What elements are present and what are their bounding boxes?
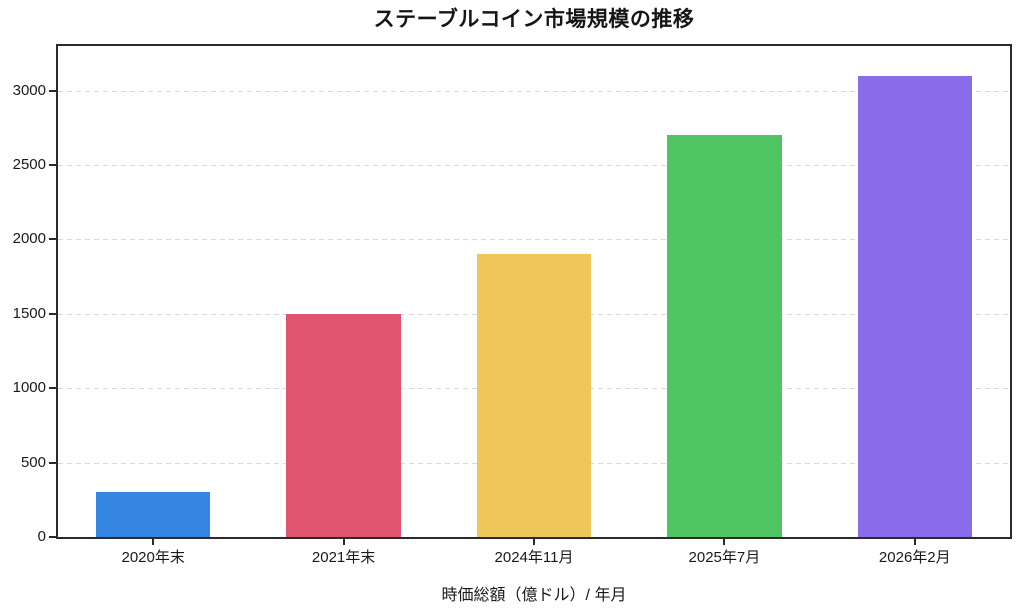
x-tick-mark [723,539,726,545]
x-tick-mark [533,539,535,545]
y-tick-mark [49,387,56,390]
y-tick-label: 3000 [12,81,46,99]
y-tick-label: 500 [20,453,46,471]
y-tick-mark [49,312,56,315]
gridline [58,165,1010,167]
bar-2020年末 [96,492,211,537]
y-tick-mark [49,461,56,464]
y-tick-label: 2500 [12,156,46,174]
x-tick-mark [913,539,916,545]
chart-title: ステーブルコイン市場規模の推移 [373,8,695,31]
gridline [58,239,1010,241]
x-tick-label: 2026年2月 [878,549,951,566]
bar-2025年7月 [667,135,782,537]
x-tick-mark [342,539,345,545]
plot-area [56,44,1012,539]
bar-2024年11月 [476,254,592,537]
x-tick-label: 2020年末 [121,549,185,566]
gridline [58,90,1010,92]
bar-2026年2月 [857,75,972,537]
y-tick-mark [49,164,56,167]
x-tick-label: 2025年7月 [688,549,761,566]
x-axis-label: 時価総額（億ドル）/ 年月 [441,587,627,604]
y-tick-label: 1000 [12,379,46,397]
y-tick-label: 1500 [12,304,46,322]
x-tick-label: 2024年11月 [494,549,574,566]
x-tick-label: 2021年末 [311,549,376,566]
bar-2021年末 [286,313,401,537]
x-tick-mark [152,539,155,545]
y-tick-mark [49,89,56,92]
y-tick-label: 2000 [12,230,46,248]
y-tick-mark [49,536,56,538]
y-tick-label: 0 [37,528,46,545]
y-tick-mark [49,238,56,241]
